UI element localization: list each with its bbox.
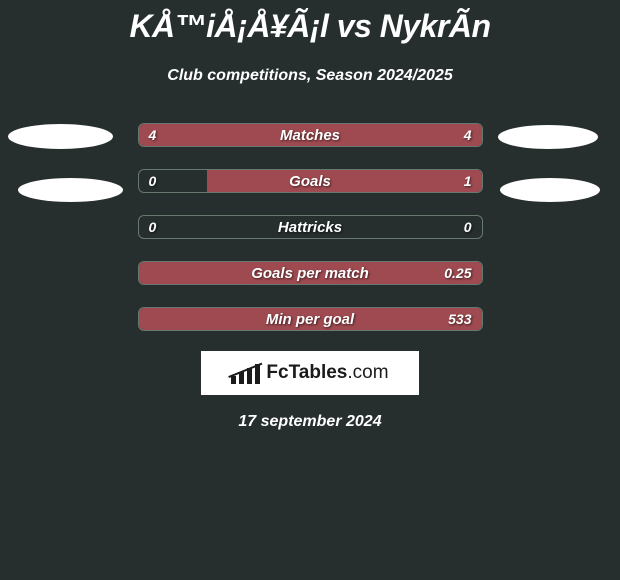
stat-label: Hattricks <box>278 219 342 236</box>
player-right-avatar-placeholder-2 <box>500 178 600 202</box>
stat-right-value: 1 <box>464 173 472 189</box>
stat-right-value: 0.25 <box>444 265 471 281</box>
date-label: 17 september 2024 <box>0 413 620 431</box>
player-right-avatar-placeholder-1 <box>498 125 598 149</box>
stat-right-value: 0 <box>464 219 472 235</box>
comparison-rows: 4 Matches 4 0 Goals 1 0 Hattricks 0 Goal… <box>138 123 483 331</box>
page-title: KÅ™iÅ¡Å¥Ã¡l vs NykrÃ­n <box>0 0 620 45</box>
stat-left-value: 0 <box>149 173 157 189</box>
stat-left-value: 4 <box>149 127 157 143</box>
stat-left-value: 0 <box>149 219 157 235</box>
brand-name: FcTables <box>266 362 347 383</box>
stat-row-goals-per-match: Goals per match 0.25 <box>138 261 483 285</box>
stat-label: Goals per match <box>251 265 369 282</box>
stat-right-value: 533 <box>448 311 471 327</box>
stat-row-matches: 4 Matches 4 <box>138 123 483 147</box>
player-left-avatar-placeholder-2 <box>18 178 123 202</box>
brand-text: FcTables.com <box>266 362 388 384</box>
subtitle: Club competitions, Season 2024/2025 <box>0 67 620 85</box>
stat-right-value: 4 <box>464 127 472 143</box>
stat-fill-right <box>207 170 481 192</box>
brand-chart-icon <box>231 362 260 384</box>
stat-row-hattricks: 0 Hattricks 0 <box>138 215 483 239</box>
stat-label: Min per goal <box>266 311 354 328</box>
stat-label: Matches <box>280 127 340 144</box>
stat-row-goals: 0 Goals 1 <box>138 169 483 193</box>
brand-suffix: .com <box>347 362 388 383</box>
stat-row-min-per-goal: Min per goal 533 <box>138 307 483 331</box>
brand-link[interactable]: FcTables.com <box>201 351 419 395</box>
stat-label: Goals <box>289 173 331 190</box>
player-left-avatar-placeholder-1 <box>8 124 113 149</box>
